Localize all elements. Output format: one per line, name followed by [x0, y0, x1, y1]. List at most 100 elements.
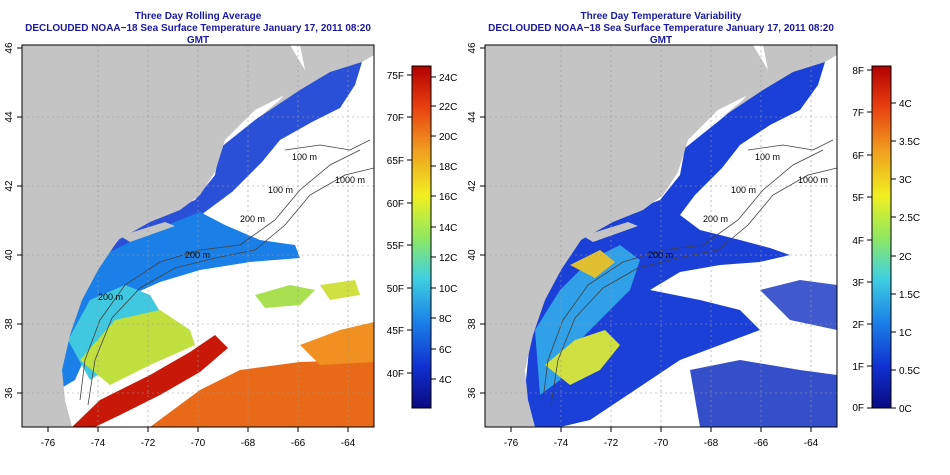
right-title-line2: DECLOUDED NOAA−18 Sea Surface Temperatur… — [488, 23, 834, 46]
right-lon-tick-label: -64 — [804, 438, 819, 449]
left-colorbar-c-label: 10C — [439, 284, 457, 295]
right-colorbar-c-label: 3C — [899, 175, 912, 186]
right-lon-tick-label: -68 — [704, 438, 719, 449]
right-colorbar-f-label: 6F — [852, 151, 864, 162]
left-lon-tick-label: -64 — [341, 438, 356, 449]
right-grid — [485, 45, 837, 427]
left-colorbar-c-label: 24C — [439, 73, 457, 84]
left-bathymetry-contours — [79, 139, 374, 406]
right-colorbar-c-label: 0C — [899, 404, 912, 415]
right-map-panel: 100 m 1000 m 100 m 200 m 200 m — [467, 42, 920, 449]
right-contour-label-2: 1000 m — [798, 175, 828, 185]
left-lon-tick-label: -72 — [141, 438, 156, 449]
right-variability-field-east — [760, 280, 837, 330]
left-title-line2: DECLOUDED NOAA−18 Sea Surface Temperatur… — [25, 23, 371, 46]
left-lat-tick-label: 38 — [4, 318, 15, 330]
right-variability-field-high — [545, 330, 620, 385]
right-colorbar-f-label: 4F — [852, 236, 864, 247]
left-colorbar-c-label: 14C — [439, 223, 457, 234]
right-lon-tick-label: -72 — [604, 438, 619, 449]
left-title-line1: Three Day Rolling Average — [134, 11, 262, 22]
left-colorbar-f-label: 65F — [387, 156, 404, 167]
left-lat-tick-label: 40 — [4, 249, 15, 261]
right-lon-tick-label: -70 — [654, 438, 669, 449]
left-colorbar-c-label: 22C — [439, 102, 457, 113]
left-map-title: Three Day Rolling Average DECLOUDED NOAA… — [22, 11, 374, 47]
left-colorbar-f-label: 70F — [387, 113, 404, 124]
left-colorbar-f-label: 50F — [387, 284, 404, 295]
right-colorbar-f-label: 3F — [852, 278, 864, 289]
left-colorbar-f-label: 55F — [387, 241, 404, 252]
left-colorbar-f-label: 60F — [387, 199, 404, 210]
left-lat-tick-label: 44 — [4, 111, 15, 123]
right-colorbar-f-label: 5F — [852, 193, 864, 204]
right-colorbar — [871, 65, 892, 409]
right-lon-tick-label: -76 — [504, 438, 519, 449]
left-lat-tick-label: 42 — [4, 180, 15, 192]
right-lat-tick-label: 42 — [467, 180, 478, 192]
left-colorbar — [411, 65, 432, 409]
left-colorbar-c-label: 18C — [439, 162, 457, 173]
right-lat-tick-label: 44 — [467, 111, 478, 123]
right-colorbar-c-label: 2C — [899, 252, 912, 263]
right-colorbar-c-label: 3.5C — [899, 137, 920, 148]
right-lat-tick-label: 46 — [467, 42, 478, 54]
left-lon-tick-label: -76 — [41, 438, 56, 449]
right-lat-tick-label: 36 — [467, 387, 478, 399]
right-contour-label-1: 100 m — [755, 152, 780, 162]
left-colorbar-c-label: 4C — [439, 375, 452, 386]
left-map-panel: 100 m 1000 m 100 m 200 m 200 m 200 m — [4, 42, 457, 449]
left-contour-label-3: 100 m — [268, 185, 293, 195]
left-sst-field-warm — [150, 360, 374, 427]
right-colorbar-c-label: 2.5C — [899, 213, 920, 224]
right-title-line1: Three Day Temperature Variability — [580, 11, 742, 22]
right-land-mainland — [485, 45, 768, 427]
right-contour-label-4: 200 m — [703, 214, 728, 224]
right-colorbar-c-label: 1C — [899, 328, 912, 339]
left-land-mainland — [22, 45, 305, 427]
left-lon-tick-label: -74 — [91, 438, 106, 449]
left-colorbar-c-label: 12C — [439, 253, 457, 264]
right-colorbar-f-label: 2F — [852, 320, 864, 331]
left-sst-patch-2 — [320, 280, 360, 300]
right-lat-tick-label: 38 — [467, 318, 478, 330]
right-colorbar-f-label: 1F — [852, 362, 864, 373]
left-land-long-island — [120, 222, 175, 242]
left-grid — [22, 45, 374, 427]
left-contour-label-1: 100 m — [292, 152, 317, 162]
right-colorbar-f-label: 7F — [852, 108, 864, 119]
left-contour-label-6: 200 m — [98, 292, 123, 302]
left-colorbar-c-label: 20C — [439, 132, 457, 143]
left-lon-tick-label: -66 — [291, 438, 306, 449]
right-land-nova-scotia — [721, 45, 837, 118]
right-colorbar-c-label: 0.5C — [899, 366, 920, 377]
right-lon-tick-label: -66 — [754, 438, 769, 449]
left-sst-field-green — [80, 310, 195, 385]
left-colorbar-c-label: 16C — [439, 192, 457, 203]
left-sst-patch — [255, 285, 315, 308]
right-map-title: Three Day Temperature Variability DECLOU… — [485, 11, 837, 47]
left-lon-tick-label: -70 — [191, 438, 206, 449]
right-colorbar-c-label: 4C — [899, 99, 912, 110]
left-sst-field-shelf — [58, 212, 300, 390]
left-lat-tick-label: 46 — [4, 42, 15, 54]
left-land-nova-scotia — [258, 45, 374, 118]
right-colorbar-c-label: 1.5C — [899, 290, 920, 301]
left-lat-tick-label: 36 — [4, 387, 15, 399]
left-colorbar-f-label: 75F — [387, 71, 404, 82]
right-lat-tick-label: 40 — [467, 249, 478, 261]
left-sst-field-warm-east — [300, 322, 374, 365]
left-sst-field-gulfstream — [72, 335, 228, 427]
left-colorbar-f-label: 45F — [387, 326, 404, 337]
left-colorbar-c-label: 8C — [439, 314, 452, 325]
left-contour-label-2: 1000 m — [335, 175, 365, 185]
left-contour-label-4: 200 m — [240, 214, 265, 224]
left-colorbar-c-label: 6C — [439, 345, 452, 356]
right-variability-field-scatter — [690, 360, 837, 427]
right-lon-tick-label: -74 — [554, 438, 569, 449]
right-colorbar-f-label: 0F — [852, 403, 864, 414]
right-variability-field-high-2 — [570, 250, 615, 278]
right-contour-label-3: 100 m — [731, 185, 756, 195]
left-lon-tick-label: -68 — [241, 438, 256, 449]
